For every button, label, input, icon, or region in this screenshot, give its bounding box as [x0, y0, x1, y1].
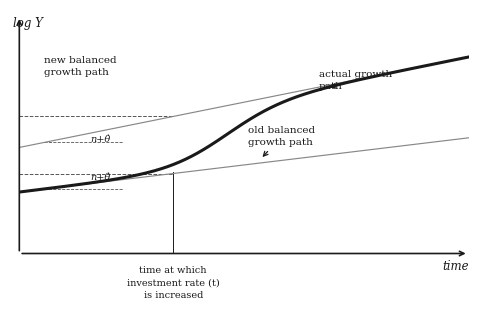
Text: n+θ̂: n+θ̂ [90, 173, 110, 182]
Text: log Y: log Y [13, 18, 43, 31]
Text: time: time [442, 260, 469, 273]
Text: new balanced
growth path: new balanced growth path [44, 56, 117, 77]
Text: actual growth
path: actual growth path [319, 70, 392, 91]
Text: time at which
investment rate (t)
is increased: time at which investment rate (t) is inc… [127, 266, 220, 300]
Text: n+θ̂: n+θ̂ [90, 135, 110, 144]
Text: old balanced
growth path: old balanced growth path [248, 126, 315, 156]
